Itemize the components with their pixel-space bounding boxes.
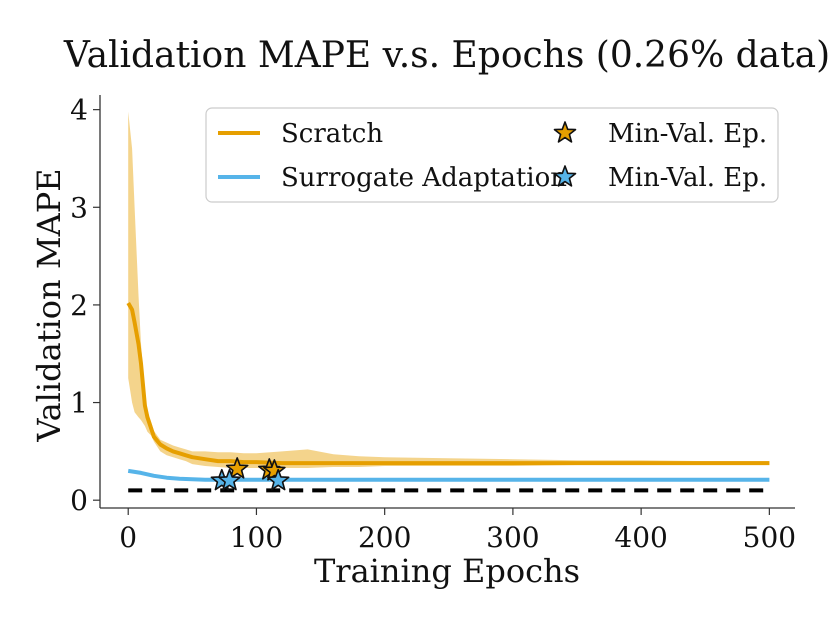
legend-star-swatch — [553, 165, 577, 187]
x-tick-label: 200 — [358, 521, 411, 554]
legend-label: Min-Val. Ep. — [608, 119, 767, 149]
x-tick-label: 400 — [614, 521, 667, 554]
surrogate-min-val-star — [218, 468, 241, 491]
scratch-min-val-star — [225, 457, 249, 479]
legend-label: Scratch — [281, 119, 383, 149]
y-tick-label: 4 — [70, 94, 88, 127]
y-tick-label: 2 — [70, 289, 88, 322]
x-tick-label: 300 — [486, 521, 539, 554]
legend-label: Surrogate Adaptation — [281, 163, 567, 193]
surrogate-min-val-star — [267, 468, 290, 491]
x-tick-label: 500 — [743, 521, 796, 554]
y-axis-label: Validation MAPE — [30, 168, 68, 442]
legend-star-swatch — [553, 121, 577, 143]
y-tick-label: 0 — [70, 484, 88, 517]
chart-title: Validation MAPE v.s. Epochs (0.26% data) — [63, 35, 830, 76]
scratch-min-val-star — [263, 459, 286, 481]
legend-label: Min-Val. Ep. — [608, 163, 767, 193]
x-tick-label: 100 — [230, 521, 283, 554]
legend: Scratch Min-Val. Ep. Surrogate Adaptation M… — [205, 107, 779, 203]
scratch-line — [126, 302, 770, 466]
plot-area — [126, 111, 770, 493]
y-tick-label: 1 — [70, 387, 88, 420]
x-tick-label: 0 — [119, 521, 137, 554]
legend-box — [205, 107, 779, 203]
y-tick-label: 3 — [70, 191, 88, 224]
x-axis-label: Training Epochs — [314, 552, 580, 590]
axes: 0 100 200 300 400 500 0 1 2 3 4 — [70, 94, 796, 554]
